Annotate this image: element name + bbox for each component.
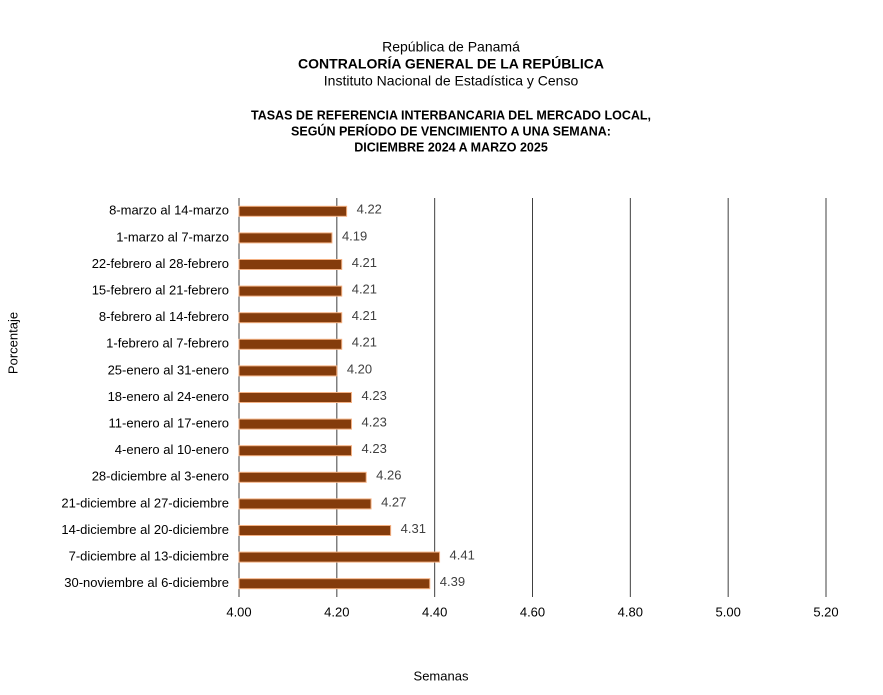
bar [238, 551, 441, 563]
x-tick-label: 4.40 [422, 604, 447, 619]
value-label: 4.41 [450, 548, 475, 563]
y-tick-label: 18-enero al 24-enero [108, 389, 229, 404]
bar [238, 312, 343, 324]
bar [238, 338, 343, 350]
y-axis-label: Porcentaje [5, 312, 20, 374]
chart-title: DICIEMBRE 2024 A MARZO 2025 [354, 140, 548, 154]
x-tick-label: 4.60 [520, 604, 545, 619]
bar [238, 498, 372, 510]
header-line: República de Panamá [382, 39, 520, 55]
x-axis-label: Semanas [414, 668, 469, 683]
y-tick-label: 25-enero al 31-enero [108, 362, 229, 377]
chart-title: SEGÚN PERÍODO DE VENCIMIENTO A UNA SEMAN… [291, 123, 611, 138]
y-tick-label: 28-diciembre al 3-enero [92, 469, 229, 484]
value-label: 4.23 [362, 441, 387, 456]
value-label: 4.23 [362, 415, 387, 430]
bar [238, 445, 353, 457]
value-label: 4.21 [352, 255, 377, 270]
y-tick-label: 11-enero al 17-enero [109, 416, 229, 431]
header-line: Instituto Nacional de Estadística y Cens… [324, 73, 579, 89]
bar [238, 259, 343, 270]
value-label: 4.39 [440, 574, 465, 589]
value-label: 4.20 [347, 361, 372, 376]
y-tick-label: 14-diciembre al 20-diciembre [61, 522, 229, 537]
y-tick-label: 4-enero al 10-enero [115, 442, 229, 457]
y-tick-label: 8-febrero al 14-febrero [99, 309, 229, 324]
x-tick-label: 5.20 [813, 604, 838, 619]
value-label: 4.21 [352, 308, 377, 323]
bar [238, 418, 353, 430]
bar [238, 471, 367, 483]
bar [238, 525, 392, 536]
bar [238, 392, 353, 403]
bar [238, 205, 348, 217]
value-label: 4.19 [342, 228, 367, 243]
value-label: 4.21 [352, 282, 377, 297]
value-label: 4.31 [401, 521, 426, 536]
value-label: 4.26 [376, 468, 401, 483]
x-tick-label: 5.00 [716, 604, 741, 619]
x-tick-label: 4.20 [324, 604, 349, 619]
header-line: CONTRALORÍA GENERAL DE LA REPÚBLICA [298, 55, 604, 72]
bar [238, 232, 333, 244]
y-tick-label: 7-diciembre al 13-diciembre [69, 549, 229, 564]
bar [238, 578, 431, 590]
value-label: 4.21 [352, 335, 377, 350]
y-tick-label: 8-marzo al 14-marzo [109, 203, 229, 218]
y-tick-label: 22-febrero al 28-febrero [92, 256, 229, 271]
y-tick-label: 21-diciembre al 27-diciembre [61, 495, 229, 510]
x-tick-label: 4.00 [226, 604, 251, 619]
chart-title: TASAS DE REFERENCIA INTERBANCARIA DEL ME… [251, 108, 651, 122]
bar [238, 365, 338, 377]
y-tick-label: 1-febrero al 7-febrero [106, 336, 229, 351]
value-label: 4.23 [362, 388, 387, 403]
y-tick-label: 30-noviembre al 6-diciembre [64, 575, 229, 590]
bar [238, 285, 343, 297]
value-label: 4.27 [381, 494, 406, 509]
y-tick-label: 15-febrero al 21-febrero [92, 283, 229, 298]
x-tick-label: 4.80 [618, 604, 643, 619]
value-label: 4.22 [357, 202, 382, 217]
y-tick-label: 1-marzo al 7-marzo [116, 229, 229, 244]
